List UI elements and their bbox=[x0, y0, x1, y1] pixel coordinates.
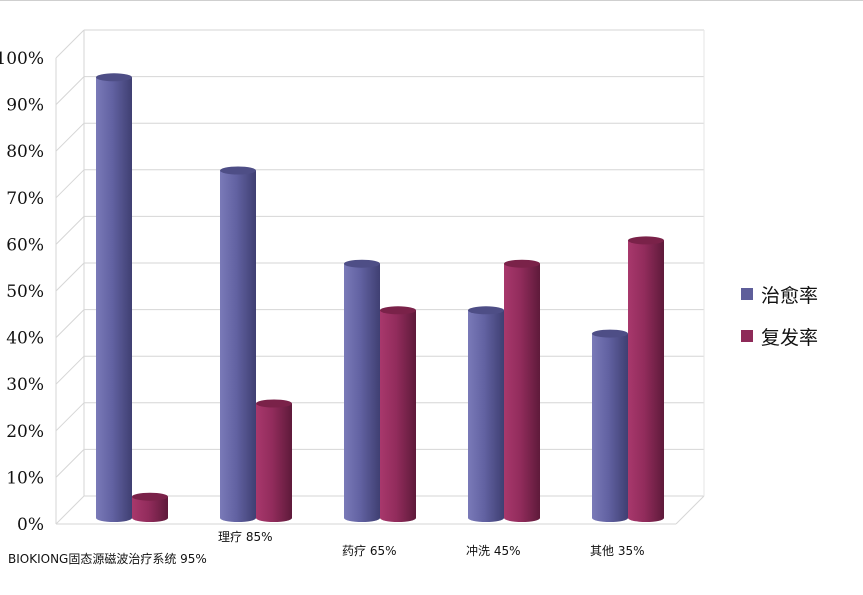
legend-label: 治愈率 bbox=[761, 285, 818, 307]
y-tick-label: 90% bbox=[6, 96, 44, 116]
gridline-depth bbox=[55, 262, 85, 292]
y-tick-label: 60% bbox=[6, 235, 44, 255]
x-tick-label: 药疗 65% bbox=[342, 544, 397, 558]
y-tick-label: 10% bbox=[6, 468, 44, 488]
y-tick-label: 40% bbox=[6, 329, 44, 349]
bar-top bbox=[256, 399, 292, 408]
y-tick-label: 20% bbox=[6, 422, 44, 442]
bar-cure-rate bbox=[220, 170, 256, 522]
legend-swatch bbox=[741, 330, 753, 342]
y-tick-label: 30% bbox=[6, 375, 44, 395]
y-tick-label: 80% bbox=[6, 142, 44, 162]
bar-top bbox=[592, 329, 628, 338]
bar-top bbox=[344, 259, 380, 268]
x-tick-label: 冲洗 45% bbox=[466, 543, 521, 558]
bars bbox=[96, 73, 664, 523]
bar-cure-rate bbox=[592, 333, 628, 522]
y-tick-label: 100% bbox=[0, 49, 44, 69]
gridline-depth bbox=[55, 402, 85, 432]
gridline-depth bbox=[55, 449, 85, 478]
floor-right-edge bbox=[675, 495, 705, 525]
x-tick-label: 理疗 85% bbox=[218, 530, 273, 544]
bar-top bbox=[220, 166, 256, 175]
bar-relapse-rate bbox=[132, 496, 168, 522]
y-tick-label: 0% bbox=[17, 515, 44, 535]
bar-cure-rate bbox=[344, 263, 380, 522]
gridline-depth bbox=[55, 76, 85, 105]
bar-cure-rate bbox=[468, 310, 504, 522]
gridline-depth bbox=[55, 29, 85, 59]
bar-top bbox=[468, 306, 504, 315]
gridline-depth bbox=[55, 355, 85, 385]
axis-labels: 0% 10% 20% 30% 40% 50% 60% 70% 80% 90% 100% BIOKION… bbox=[0, 49, 645, 566]
gridline-depth bbox=[55, 169, 85, 199]
y-tick-label: 50% bbox=[6, 282, 44, 302]
gridline-depth bbox=[55, 495, 85, 525]
bar-relapse-rate bbox=[380, 310, 416, 522]
legend-swatch bbox=[741, 288, 753, 300]
bar-relapse-rate bbox=[504, 263, 540, 522]
legend-label: 复发率 bbox=[761, 327, 818, 349]
gridline-depth bbox=[55, 122, 85, 152]
x-tick-label: BIOKIONG固态源磁波治疗系统 95% bbox=[8, 551, 207, 566]
x-tick-label: 其他 35% bbox=[590, 544, 645, 558]
bar-cure-rate bbox=[96, 77, 132, 523]
bar-top bbox=[132, 492, 168, 501]
bar-top bbox=[504, 259, 540, 268]
y-tick-label: 70% bbox=[6, 189, 44, 209]
bar-top bbox=[380, 306, 416, 315]
gridline-depth bbox=[55, 216, 85, 245]
bar-top bbox=[628, 236, 664, 245]
gridline-depth bbox=[55, 309, 85, 338]
bar-relapse-rate bbox=[628, 240, 664, 522]
bar-relapse-rate bbox=[256, 403, 292, 522]
bar-top bbox=[96, 73, 132, 82]
